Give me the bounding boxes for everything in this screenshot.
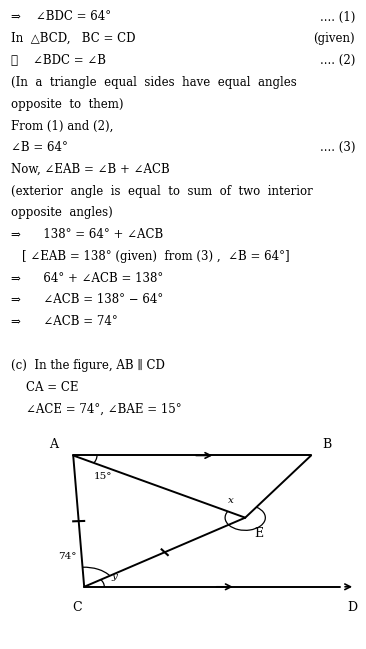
Text: (exterior  angle  is  equal  to  sum  of  two  interior: (exterior angle is equal to sum of two i…	[11, 184, 313, 197]
Text: ∴    ∠BDC = ∠B: ∴ ∠BDC = ∠B	[11, 54, 106, 67]
Text: y: y	[112, 572, 117, 581]
Text: opposite  angles): opposite angles)	[11, 206, 113, 219]
Text: C: C	[72, 600, 82, 613]
Text: ⇒    ∠BDC = 64°: ⇒ ∠BDC = 64°	[11, 10, 111, 23]
Text: E: E	[254, 527, 264, 540]
Text: (In  a  triangle  equal  sides  have  equal  angles: (In a triangle equal sides have equal an…	[11, 76, 297, 89]
Text: ∠ACE = 74°, ∠BAE = 15°: ∠ACE = 74°, ∠BAE = 15°	[26, 402, 181, 415]
Text: .... (3): .... (3)	[320, 141, 355, 154]
Text: From (1) and (2),: From (1) and (2),	[11, 119, 113, 132]
Text: ∠B = 64°: ∠B = 64°	[11, 141, 68, 154]
Text: CA = CE: CA = CE	[26, 380, 78, 393]
Text: (given): (given)	[313, 32, 355, 45]
Text: x: x	[228, 496, 234, 505]
Text: .... (2): .... (2)	[320, 54, 355, 67]
Text: 74°: 74°	[59, 552, 77, 561]
Text: (c)  In the figure, AB ∥ CD: (c) In the figure, AB ∥ CD	[11, 359, 165, 372]
Text: opposite  to  them): opposite to them)	[11, 97, 123, 110]
Text: In  △BCD,   BC = CD: In △BCD, BC = CD	[11, 32, 135, 45]
Text: ⇒      ∠ACB = 138° − 64°: ⇒ ∠ACB = 138° − 64°	[11, 293, 163, 306]
Text: A: A	[49, 438, 59, 451]
Text: B: B	[322, 438, 331, 451]
Text: Now, ∠EAB = ∠B + ∠ACB: Now, ∠EAB = ∠B + ∠ACB	[11, 163, 170, 176]
Text: 15°: 15°	[93, 472, 112, 481]
Text: ⇒      138° = 64° + ∠ACB: ⇒ 138° = 64° + ∠ACB	[11, 228, 163, 241]
Text: ⇒      ∠ACB = 74°: ⇒ ∠ACB = 74°	[11, 315, 118, 328]
Text: ⇒      64° + ∠ACB = 138°: ⇒ 64° + ∠ACB = 138°	[11, 272, 163, 285]
Text: .... (1): .... (1)	[320, 10, 355, 23]
Text: [ ∠EAB = 138° (given)  from (3) ,  ∠B = 64°]: [ ∠EAB = 138° (given) from (3) , ∠B = 64…	[22, 250, 290, 263]
Text: D: D	[348, 600, 358, 613]
